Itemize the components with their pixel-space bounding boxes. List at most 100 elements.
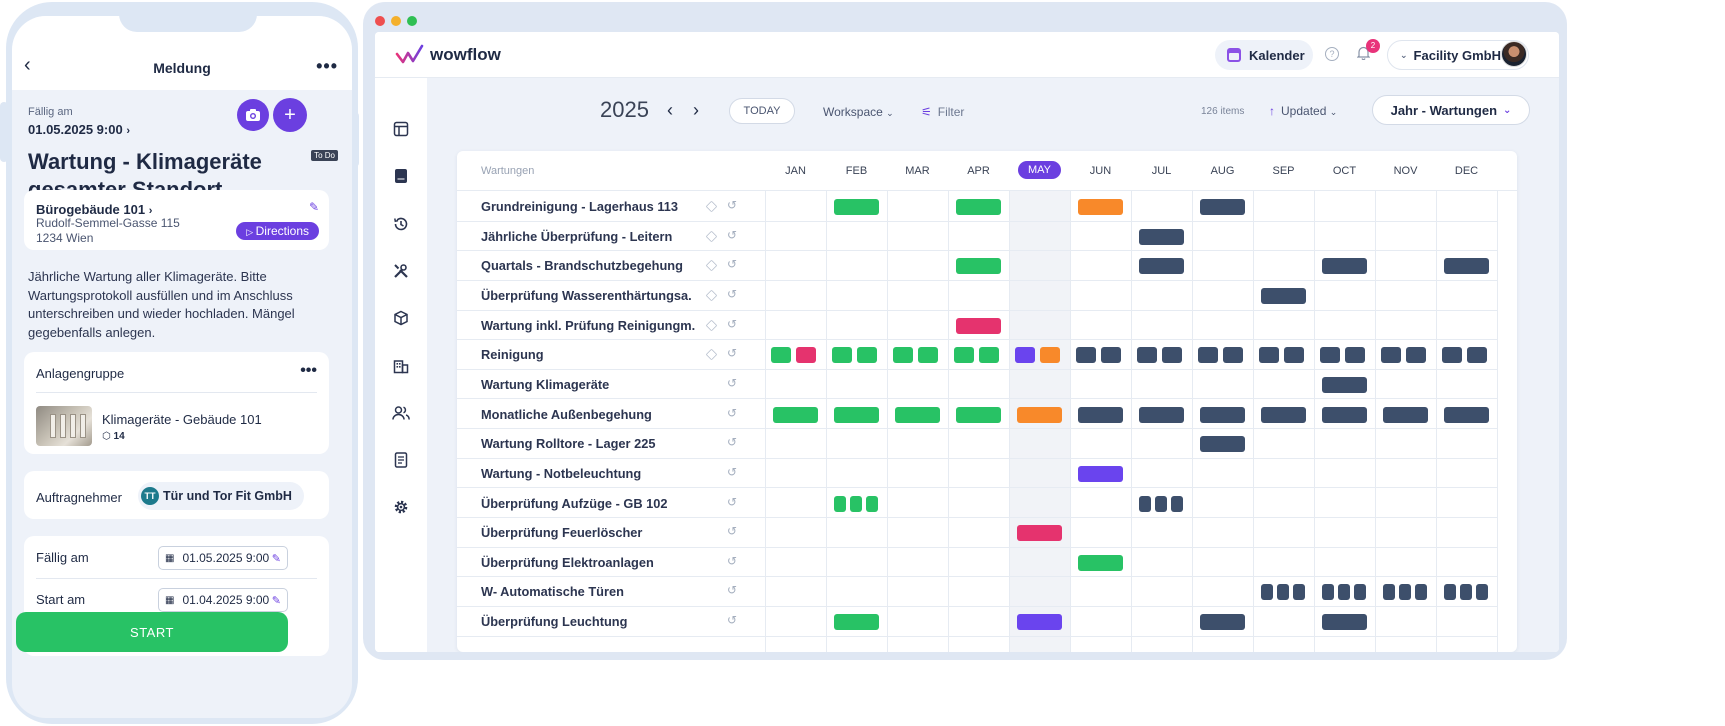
schedule-event[interactable] (1198, 347, 1218, 364)
history-icon[interactable]: ↺ (727, 464, 738, 479)
bell-icon[interactable] (1356, 46, 1371, 63)
schedule-event[interactable] (1259, 347, 1279, 364)
schedule-event[interactable] (1444, 406, 1489, 423)
row-title[interactable]: Überprüfung Leuchtung (481, 614, 628, 630)
asset-group-name[interactable]: Klimageräte - Gebäude 101 (102, 412, 262, 427)
schedule-event[interactable] (1338, 584, 1350, 601)
schedule-event[interactable] (1383, 584, 1395, 601)
tools-icon[interactable] (392, 262, 410, 280)
schedule-event[interactable] (956, 258, 1001, 275)
schedule-event[interactable] (1040, 347, 1060, 364)
schedule-event[interactable] (895, 406, 940, 423)
row-title[interactable]: W- Automatische Türen (481, 584, 624, 600)
schedule-event[interactable] (850, 495, 862, 512)
schedule-event[interactable] (1137, 347, 1157, 364)
chevron-left-icon[interactable]: ‹ (24, 54, 31, 76)
schedule-event[interactable] (1322, 614, 1367, 631)
history-icon[interactable]: ↺ (727, 494, 738, 509)
schedule-event[interactable] (1139, 258, 1184, 275)
schedule-row[interactable]: Quartals - Brandschutzbegehung ↺ (457, 251, 1497, 281)
schedule-event[interactable] (796, 347, 816, 364)
chevron-left-icon[interactable]: ‹ (667, 100, 673, 120)
schedule-event[interactable] (1442, 347, 1462, 364)
chevron-right-icon[interactable]: › (693, 100, 699, 120)
schedule-event[interactable] (1200, 406, 1245, 423)
location-card[interactable]: Bürogebäude 101 › Rudolf-Semmel-Gasse 11… (24, 190, 329, 250)
row-title[interactable]: Überprüfung Feuerlöscher (481, 525, 643, 541)
due-date-field[interactable]: ▦ 01.05.2025 9:00 ✎ (158, 546, 288, 570)
history-icon[interactable]: ↺ (727, 553, 738, 568)
schedule-event[interactable] (1139, 406, 1184, 423)
schedule-event[interactable] (1261, 584, 1273, 601)
building-icon[interactable] (392, 357, 410, 375)
schedule-row[interactable]: Überprüfung Leuchtung ↺ (457, 607, 1497, 637)
row-title[interactable]: Überprüfung Elektroanlagen (481, 554, 654, 570)
help-icon[interactable]: ? (1325, 47, 1339, 61)
schedule-row[interactable]: Wartung - Notbeleuchtung ↺ (457, 459, 1497, 489)
schedule-event[interactable] (857, 347, 877, 364)
history-icon[interactable]: ↺ (727, 257, 738, 272)
sort-dropdown[interactable]: ↑ Updated ⌄ (1269, 104, 1337, 118)
schedule-event[interactable] (1476, 584, 1488, 601)
history-icon[interactable]: ↺ (727, 613, 738, 628)
book-icon[interactable] (392, 167, 410, 185)
schedule-event[interactable] (1261, 287, 1306, 304)
schedule-event[interactable] (1078, 199, 1123, 215)
schedule-event[interactable] (1322, 584, 1334, 601)
history-icon[interactable]: ↺ (727, 435, 738, 450)
history-icon[interactable]: ↺ (727, 316, 738, 331)
schedule-event[interactable] (1171, 495, 1183, 512)
history-icon[interactable]: ↺ (727, 346, 738, 361)
schedule-event[interactable] (1078, 406, 1123, 423)
schedule-event[interactable] (893, 347, 913, 364)
row-title[interactable]: Monatliche Außenbegehung (481, 406, 652, 422)
layout-icon[interactable] (392, 120, 410, 138)
schedule-event[interactable] (1223, 347, 1243, 364)
schedule-event[interactable] (1162, 347, 1182, 364)
schedule-event[interactable] (1293, 584, 1305, 601)
settings-icon[interactable] (392, 498, 410, 516)
schedule-row[interactable]: Überprüfung Elektroanlagen ↺ (457, 548, 1497, 578)
start-button[interactable]: START (16, 612, 288, 652)
minimize-window-icon[interactable] (391, 16, 401, 26)
schedule-event[interactable] (834, 614, 879, 631)
history-icon[interactable]: ↺ (727, 286, 738, 301)
schedule-row[interactable]: Wartung inkl. Prüfung Reinigungm. ↺ (457, 311, 1497, 341)
calendar-button[interactable]: Kalender (1215, 40, 1313, 70)
schedule-event[interactable] (1467, 347, 1487, 364)
history-icon[interactable] (392, 215, 410, 233)
schedule-event[interactable] (1017, 525, 1062, 542)
row-title[interactable]: Überprüfung Wasserenthärtungsa. (481, 287, 692, 303)
schedule-event[interactable] (1200, 199, 1245, 215)
schedule-event[interactable] (1399, 584, 1411, 601)
row-title[interactable]: Jährliche Überprüfung - Leitern (481, 228, 673, 244)
history-icon[interactable]: ↺ (727, 405, 738, 420)
schedule-event[interactable] (1078, 465, 1123, 482)
avatar[interactable] (1501, 41, 1527, 67)
schedule-row[interactable]: Wartung Rolltore - Lager 225 ↺ (457, 429, 1497, 459)
schedule-event[interactable] (1444, 258, 1489, 275)
schedule-event[interactable] (1322, 376, 1367, 393)
schedule-event[interactable] (1381, 347, 1401, 364)
schedule-event[interactable] (1076, 347, 1096, 364)
schedule-event[interactable] (1460, 584, 1472, 601)
schedule-row[interactable]: Reinigung ↺ (457, 340, 1497, 370)
schedule-event[interactable] (956, 317, 1001, 334)
history-icon[interactable]: ↺ (727, 227, 738, 242)
schedule-event[interactable] (1139, 228, 1184, 245)
schedule-event[interactable] (1101, 347, 1121, 364)
maximize-window-icon[interactable] (407, 16, 417, 26)
row-title[interactable]: Reinigung (481, 347, 544, 363)
history-icon[interactable]: ↺ (727, 583, 738, 598)
camera-button[interactable] (237, 99, 269, 131)
schedule-row[interactable]: Überprüfung Aufzüge - GB 102 ↺ (457, 489, 1497, 519)
more-horizontal-icon[interactable]: ••• (316, 56, 338, 76)
schedule-row[interactable]: Jährliche Überprüfung - Leitern ↺ (457, 222, 1497, 252)
history-icon[interactable]: ↺ (727, 198, 738, 212)
schedule-row[interactable]: Überprüfung Feuerlöscher ↺ (457, 518, 1497, 548)
add-button[interactable]: + (273, 98, 307, 132)
schedule-event[interactable] (954, 347, 974, 364)
edit-icon[interactable]: ✎ (308, 200, 319, 214)
row-title[interactable]: Überprüfung Aufzüge - GB 102 (481, 495, 668, 511)
row-title[interactable]: Wartung inkl. Prüfung Reinigungm. (481, 317, 696, 333)
